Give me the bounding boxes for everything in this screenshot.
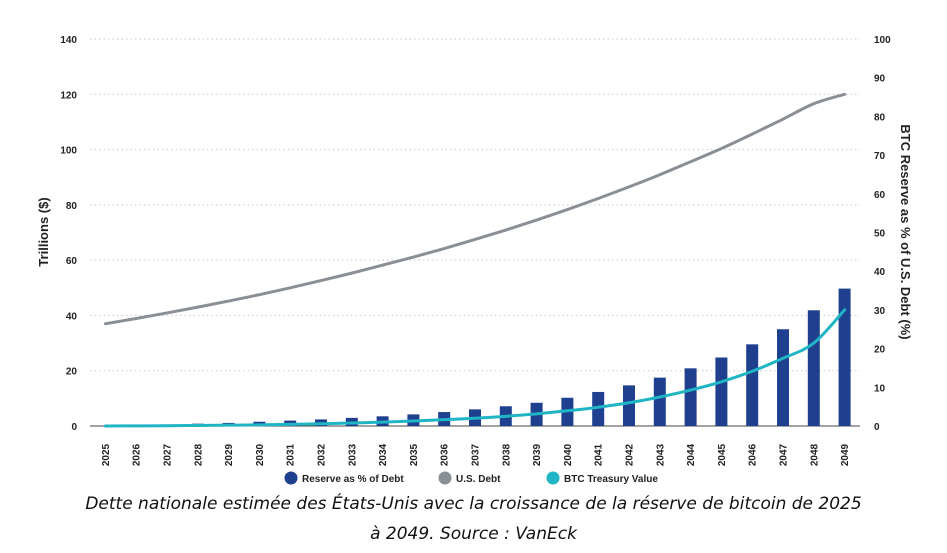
bar-2046: [746, 344, 759, 426]
y-left-tick-label: 100: [60, 146, 77, 157]
y-right-tick-label: 0: [874, 422, 880, 433]
bar-2045: [715, 357, 728, 426]
y-right-tick-label: 90: [874, 74, 886, 85]
x-tick-label: 2037: [471, 443, 482, 466]
x-tick-label: 2049: [840, 443, 851, 466]
y-right-tick-label: 80: [874, 112, 886, 123]
caption-line-2: à 2049. Source : VanEck: [370, 524, 577, 544]
x-tick-label: 2044: [686, 443, 697, 466]
y-right-tick-label: 60: [874, 190, 886, 201]
x-tick-label: 2047: [779, 443, 790, 466]
line-btc-treasury-value: [103, 308, 847, 428]
y-left-tick-label: 40: [66, 311, 78, 322]
bar-2048: [807, 310, 820, 426]
x-tick-label: 2029: [224, 443, 235, 466]
y-right-tick-label: 70: [874, 151, 886, 162]
y-left-tick-label: 140: [60, 35, 77, 46]
y-left-tick-label: 120: [60, 90, 77, 101]
legend-label: BTC Treasury Value: [564, 474, 658, 485]
x-tick-label: 2036: [440, 443, 451, 466]
x-axis-ticks: 2025 2026 2027 2028 2029 2030 2031 2032 2033 2034…: [101, 443, 851, 466]
x-tick-label: 2048: [809, 443, 820, 466]
x-tick-label: 2031: [286, 443, 297, 466]
figure-caption: Dette nationale estimée des États-Unis a…: [0, 489, 947, 549]
legend-label: U.S. Debt: [456, 474, 501, 485]
x-tick-label: 2041: [594, 443, 605, 466]
x-tick-label: 2034: [378, 443, 389, 466]
y-left-tick-label: 80: [66, 201, 78, 212]
x-tick-label: 2033: [347, 443, 358, 466]
x-tick-label: 2035: [409, 443, 420, 466]
bars-reserve: [99, 288, 851, 426]
legend-marker: [438, 471, 452, 485]
y-left-tick-label: 20: [66, 367, 78, 378]
x-tick-label: 2040: [563, 443, 574, 466]
x-tick-label: 2028: [193, 443, 204, 466]
gridlines: [90, 38, 860, 427]
y-right-tick-label: 30: [874, 306, 886, 317]
x-tick-label: 2032: [317, 443, 328, 466]
bar-2041: [592, 391, 605, 426]
y-axis-right-title: BTC Reserve as % of U.S. Debt (%): [898, 124, 913, 339]
bar-2049: [838, 288, 851, 426]
y-right-tick-label: 10: [874, 383, 886, 394]
caption-line-1: Dette nationale estimée des États-Unis a…: [85, 494, 862, 514]
x-tick-label: 2043: [655, 443, 666, 466]
right-axis-ticks: 0 10 20 30 40 50 60 70 80 90 100: [874, 35, 891, 433]
x-tick-label: 2025: [101, 443, 112, 466]
y-left-tick-label: 0: [71, 422, 77, 433]
x-tick-label: 2046: [748, 443, 759, 466]
line-u-s-debt: [103, 92, 847, 326]
line-series: [103, 92, 847, 428]
bar-2043: [653, 377, 666, 426]
legend-label: Reserve as % of Debt: [302, 474, 404, 485]
x-tick-label: 2045: [717, 443, 728, 466]
legend-marker: [284, 471, 298, 485]
x-tick-label: 2039: [532, 443, 543, 466]
left-axis-ticks: 0 20 40 60 80 100 120 140: [60, 35, 77, 433]
legend-marker: [546, 471, 560, 485]
x-tick-label: 2026: [132, 443, 143, 466]
x-tick-label: 2042: [625, 443, 636, 466]
x-tick-label: 2038: [501, 443, 512, 466]
y-right-tick-label: 100: [874, 35, 891, 46]
bar-2047: [777, 329, 789, 426]
y-left-tick-label: 60: [66, 256, 78, 267]
bar-2044: [684, 368, 697, 426]
legend: Reserve as % of Debt U.S. Debt BTC Treasur…: [284, 471, 658, 485]
y-right-tick-label: 40: [874, 267, 886, 278]
x-tick-label: 2027: [163, 443, 174, 466]
x-tick-label: 2030: [255, 443, 266, 466]
bar-2042: [623, 385, 635, 426]
y-right-tick-label: 20: [874, 345, 886, 356]
y-axis-left-title: Trillions ($): [36, 197, 51, 266]
y-right-tick-label: 50: [874, 229, 886, 240]
